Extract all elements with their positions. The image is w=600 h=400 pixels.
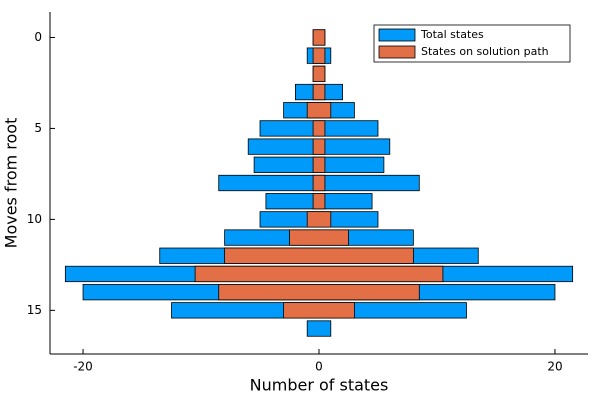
- y-axis-label: Moves from root: [2, 118, 21, 249]
- bar: [194, 265, 444, 283]
- y-tick-label: 10: [27, 212, 42, 226]
- bar: [312, 138, 326, 155]
- bar: [312, 120, 326, 137]
- legend-swatch: [378, 28, 416, 42]
- x-tick-label: -20: [73, 360, 93, 374]
- legend-swatch: [378, 45, 416, 59]
- bar: [312, 174, 326, 192]
- bar: [312, 47, 326, 64]
- bar: [289, 229, 349, 246]
- bar: [312, 156, 326, 173]
- bar: [312, 193, 326, 210]
- bar: [306, 320, 332, 337]
- bar: [312, 29, 326, 46]
- y-tick-label: 0: [34, 30, 42, 44]
- y-tick-label: 15: [27, 303, 42, 317]
- bar: [218, 284, 420, 301]
- y-tick-label: 5: [34, 121, 42, 135]
- legend-label: States on solution path: [421, 45, 549, 58]
- bar: [312, 83, 326, 101]
- legend-label: Total states: [420, 28, 484, 41]
- bar: [306, 211, 332, 228]
- x-axis-label: Number of states: [250, 376, 389, 395]
- bar: [224, 247, 414, 264]
- x-tick-label: 20: [547, 360, 562, 374]
- bar: [306, 102, 332, 119]
- x-tick-label: 0: [315, 360, 323, 374]
- bar: [283, 302, 355, 319]
- bar: [312, 65, 326, 82]
